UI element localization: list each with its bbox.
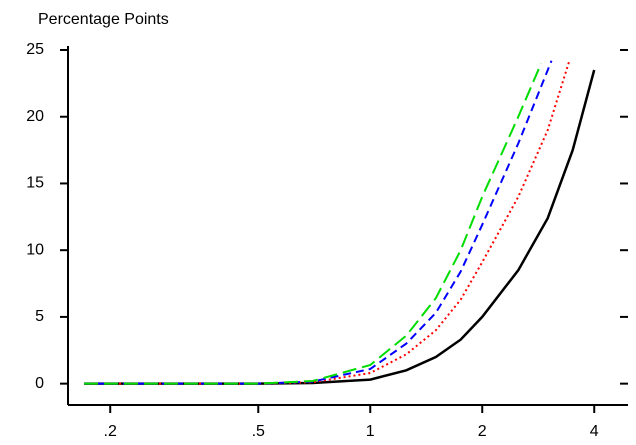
x-tick-label: .2 [104, 423, 117, 440]
y-tick-label: 20 [26, 108, 44, 125]
x-tick-label: 1 [366, 423, 375, 440]
y-tick-label: 15 [26, 175, 44, 192]
x-tick-label: 2 [478, 423, 487, 440]
line [84, 60, 571, 385]
y-tick-label: 25 [26, 41, 44, 58]
line [84, 60, 553, 385]
y-axis-label: Percentage Points [38, 11, 169, 28]
line [84, 62, 543, 385]
x-tick-label: 4 [590, 423, 599, 440]
y-tick-label: 5 [35, 308, 44, 325]
y-tick-label: 0 [35, 375, 44, 392]
line [84, 69, 596, 385]
y-tick-label: 10 [26, 241, 44, 258]
x-tick-label: .5 [252, 423, 265, 440]
